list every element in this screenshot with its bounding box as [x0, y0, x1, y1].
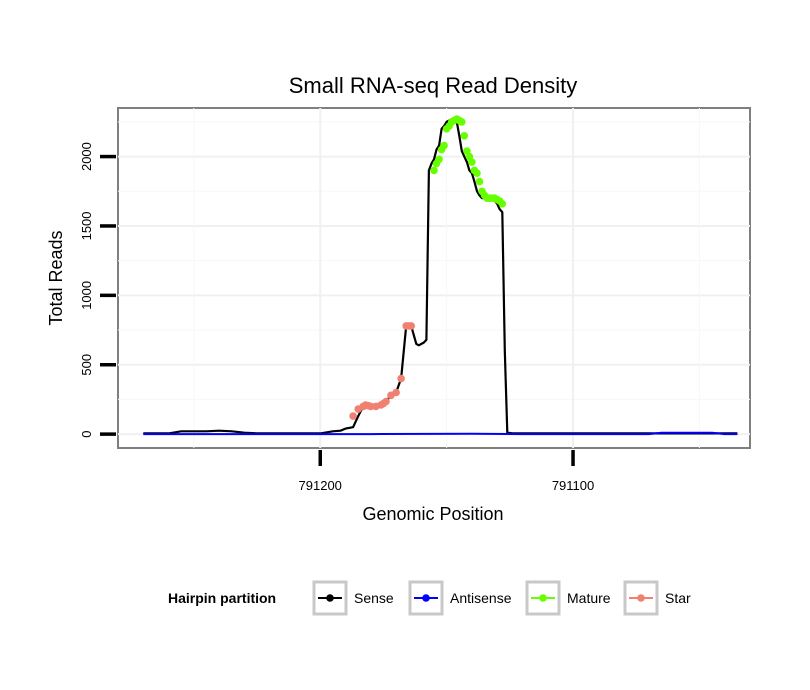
legend-key-dot-antisense	[422, 594, 430, 602]
point-mature	[435, 155, 443, 164]
y-tick-label: 0	[79, 431, 94, 438]
y-tick-label: 2000	[79, 142, 94, 171]
x-tick-label: 791100	[552, 478, 594, 493]
point-mature	[473, 169, 481, 177]
legend-key-dot-mature	[539, 594, 547, 602]
point-mature	[475, 177, 484, 186]
point-mature	[460, 132, 469, 140]
point-mature	[458, 118, 466, 126]
legend-label-antisense: Antisense	[450, 590, 512, 606]
series-points	[349, 115, 507, 420]
point-mature	[498, 200, 507, 208]
y-tick-label: 1500	[79, 211, 94, 240]
point-mature	[430, 166, 438, 175]
point-star	[407, 322, 416, 330]
legend: Hairpin partition Sense Antisense Mature St…	[168, 580, 691, 616]
series-line-antisense	[143, 431, 738, 436]
y-axis: 0 500 1000 1500 2000	[79, 142, 116, 438]
point-mature	[440, 141, 448, 150]
x-axis-label: Genomic Position	[362, 504, 503, 524]
point-star	[349, 412, 357, 420]
x-axis: 791200 791100	[299, 450, 594, 493]
point-star	[397, 374, 405, 383]
y-tick-label: 1000	[79, 281, 94, 310]
legend-key-dot-star	[637, 594, 645, 602]
y-axis-label: Total Reads	[46, 230, 66, 325]
legend-key-dot-sense	[326, 594, 334, 602]
x-tick-label: 791200	[299, 478, 342, 493]
legend-label-mature: Mature	[567, 590, 611, 606]
y-tick-label: 500	[79, 354, 94, 376]
legend-title: Hairpin partition	[168, 590, 276, 606]
point-star	[392, 388, 400, 397]
point-mature	[468, 158, 476, 166]
legend-label-sense: Sense	[354, 590, 394, 606]
chart-title: Small RNA-seq Read Density	[289, 73, 578, 98]
legend-label-star: Star	[665, 590, 691, 606]
point-star	[382, 397, 390, 406]
